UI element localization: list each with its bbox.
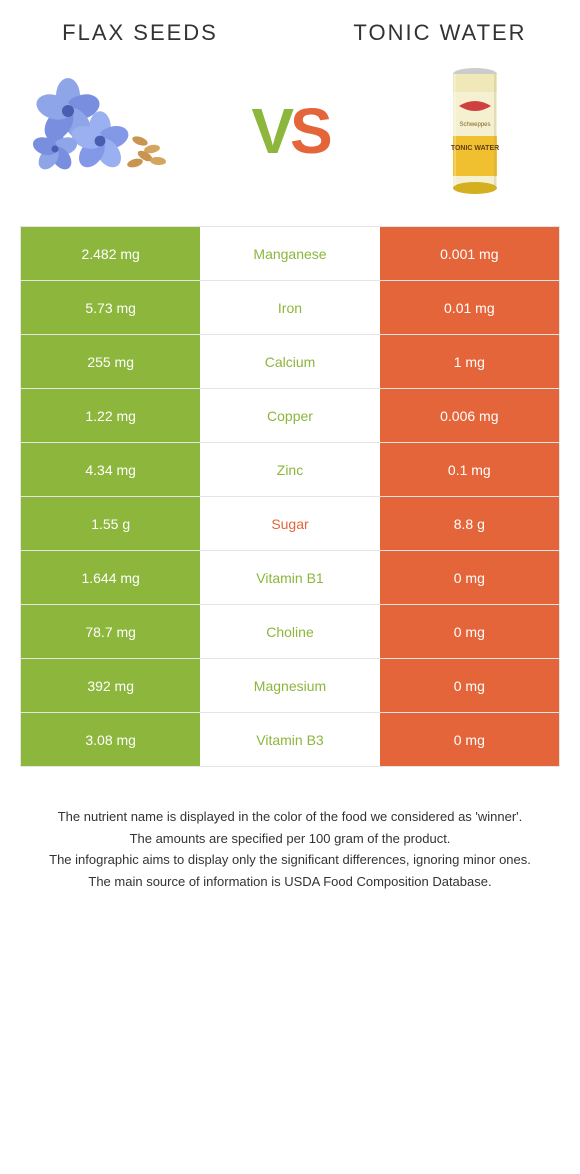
nutrient-label: Sugar bbox=[200, 497, 379, 550]
right-value: 0.001 mg bbox=[380, 227, 559, 280]
right-value: 0 mg bbox=[380, 713, 559, 766]
nutrient-label: Iron bbox=[200, 281, 379, 334]
table-row: 4.34 mgZinc0.1 mg bbox=[21, 443, 559, 497]
vs-label: VS bbox=[251, 94, 328, 168]
table-row: 2.482 mgManganese0.001 mg bbox=[21, 227, 559, 281]
flax-seeds-image bbox=[30, 66, 180, 196]
left-value: 1.55 g bbox=[21, 497, 200, 550]
right-value: 0 mg bbox=[380, 605, 559, 658]
table-row: 255 mgCalcium1 mg bbox=[21, 335, 559, 389]
left-value: 78.7 mg bbox=[21, 605, 200, 658]
tonic-water-image: Schweppes TONIC WATER bbox=[400, 66, 550, 196]
nutrient-label: Vitamin B1 bbox=[200, 551, 379, 604]
table-row: 1.644 mgVitamin B10 mg bbox=[21, 551, 559, 605]
left-value: 392 mg bbox=[21, 659, 200, 712]
footer-line: The infographic aims to display only the… bbox=[30, 850, 550, 870]
left-value: 5.73 mg bbox=[21, 281, 200, 334]
header: FLAX SEEDS TONIC WATER bbox=[0, 0, 580, 56]
nutrient-label: Manganese bbox=[200, 227, 379, 280]
left-food-title: FLAX SEEDS bbox=[40, 20, 240, 46]
nutrient-label: Copper bbox=[200, 389, 379, 442]
table-row: 392 mgMagnesium0 mg bbox=[21, 659, 559, 713]
svg-text:Schweppes: Schweppes bbox=[459, 122, 490, 128]
vs-v: V bbox=[251, 95, 290, 167]
nutrient-label: Zinc bbox=[200, 443, 379, 496]
right-food-title: TONIC WATER bbox=[340, 20, 540, 46]
table-row: 1.22 mgCopper0.006 mg bbox=[21, 389, 559, 443]
footer-line: The amounts are specified per 100 gram o… bbox=[30, 829, 550, 849]
images-row: VS Schweppes TONIC WATER bbox=[0, 56, 580, 226]
right-value: 0.006 mg bbox=[380, 389, 559, 442]
nutrient-label: Vitamin B3 bbox=[200, 713, 379, 766]
footer-line: The main source of information is USDA F… bbox=[30, 872, 550, 892]
right-value: 0 mg bbox=[380, 551, 559, 604]
left-value: 2.482 mg bbox=[21, 227, 200, 280]
table-row: 3.08 mgVitamin B30 mg bbox=[21, 713, 559, 767]
right-value: 0.01 mg bbox=[380, 281, 559, 334]
nutrient-label: Magnesium bbox=[200, 659, 379, 712]
svg-text:TONIC WATER: TONIC WATER bbox=[451, 145, 499, 152]
comparison-table: 2.482 mgManganese0.001 mg5.73 mgIron0.01… bbox=[20, 226, 560, 767]
nutrient-label: Choline bbox=[200, 605, 379, 658]
right-value: 0.1 mg bbox=[380, 443, 559, 496]
right-value: 1 mg bbox=[380, 335, 559, 388]
table-row: 5.73 mgIron0.01 mg bbox=[21, 281, 559, 335]
left-value: 3.08 mg bbox=[21, 713, 200, 766]
table-row: 1.55 gSugar8.8 g bbox=[21, 497, 559, 551]
right-value: 8.8 g bbox=[380, 497, 559, 550]
right-value: 0 mg bbox=[380, 659, 559, 712]
left-value: 1.644 mg bbox=[21, 551, 200, 604]
footer-line: The nutrient name is displayed in the co… bbox=[30, 807, 550, 827]
nutrient-label: Calcium bbox=[200, 335, 379, 388]
vs-s: S bbox=[290, 95, 329, 167]
footer-notes: The nutrient name is displayed in the co… bbox=[30, 807, 550, 891]
left-value: 4.34 mg bbox=[21, 443, 200, 496]
table-row: 78.7 mgCholine0 mg bbox=[21, 605, 559, 659]
left-value: 1.22 mg bbox=[21, 389, 200, 442]
left-value: 255 mg bbox=[21, 335, 200, 388]
